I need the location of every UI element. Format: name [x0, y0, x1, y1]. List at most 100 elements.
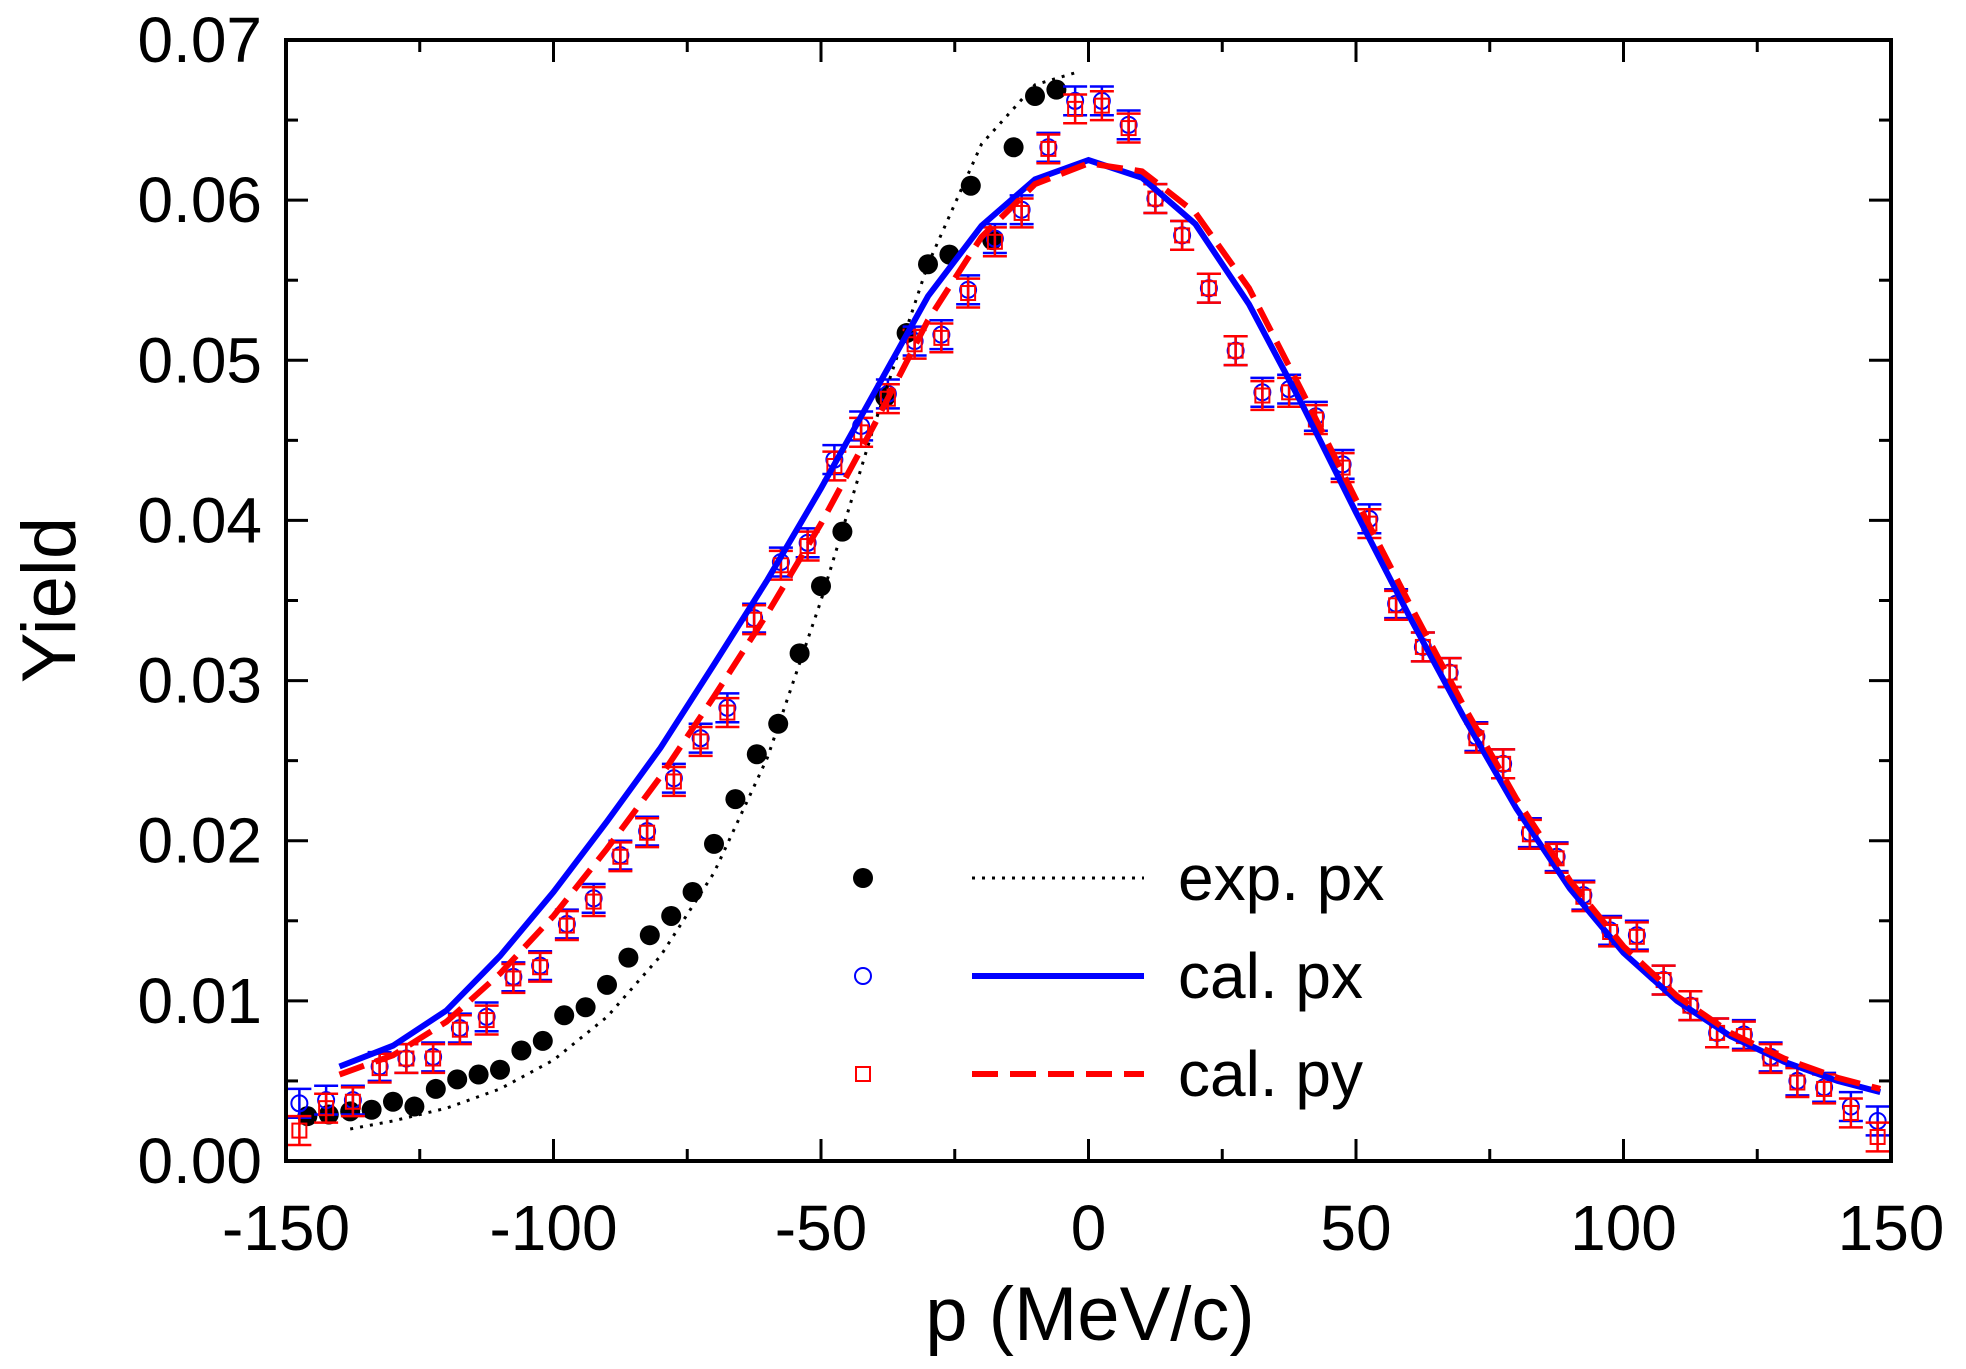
fit-line	[338, 160, 1882, 1092]
y-tick-label: 0.01	[137, 965, 262, 1037]
point	[398, 1050, 415, 1067]
x-tick-label: -150	[222, 1192, 350, 1264]
error-bar	[1196, 272, 1221, 304]
point	[960, 175, 981, 196]
x-tick-label: -100	[489, 1192, 617, 1264]
point	[1067, 100, 1084, 117]
error-bar	[1036, 133, 1061, 165]
point	[291, 1122, 308, 1139]
error-bar	[715, 696, 740, 729]
point	[704, 833, 724, 854]
error-bar	[581, 885, 606, 918]
legend-item: cal. px	[854, 940, 1363, 1012]
legend-label: exp. px	[1178, 842, 1384, 914]
x-tick-label: -50	[775, 1192, 868, 1264]
error-bar	[314, 1092, 339, 1124]
x-tick-label: 50	[1320, 1192, 1391, 1264]
point	[639, 925, 660, 946]
error-bar	[1678, 989, 1703, 1022]
y-tick-label: 0.07	[137, 4, 262, 76]
point	[490, 1059, 510, 1080]
y-tick-label: 0.04	[137, 484, 262, 556]
point	[832, 521, 853, 542]
legend-marker	[855, 1066, 871, 1082]
point	[404, 1096, 425, 1117]
point	[447, 1069, 468, 1090]
legend-label: cal. py	[1178, 1038, 1363, 1110]
point	[906, 336, 923, 353]
point	[1120, 120, 1137, 137]
point	[425, 1078, 446, 1099]
point	[1003, 137, 1024, 158]
point	[933, 329, 950, 346]
y-tick-label: 0.03	[137, 645, 262, 717]
point	[1174, 227, 1191, 244]
point	[1789, 1074, 1806, 1091]
error-bar	[635, 817, 660, 849]
error-bar	[1089, 89, 1114, 122]
point	[425, 1050, 442, 1067]
error-bar	[421, 1042, 446, 1075]
point	[585, 893, 602, 910]
x-tick-label: 0	[1071, 1192, 1107, 1264]
legend-label: cal. px	[1178, 940, 1363, 1012]
y-axis-label: Yield	[7, 517, 92, 683]
point	[879, 390, 896, 407]
point	[511, 1040, 532, 1061]
point	[478, 1012, 495, 1029]
point	[1025, 86, 1045, 107]
point	[1093, 97, 1110, 114]
point	[290, 1094, 309, 1113]
point	[639, 824, 656, 841]
error-bar	[474, 1004, 499, 1036]
error-bar	[1838, 1097, 1863, 1129]
error-bar	[929, 322, 954, 354]
point	[1628, 928, 1645, 945]
point	[799, 538, 816, 555]
error-bar	[1116, 112, 1141, 144]
point	[612, 848, 629, 865]
legend-item: exp. px	[853, 842, 1384, 914]
point	[618, 947, 639, 968]
y-tick-label: 0.02	[137, 805, 262, 877]
error-bar	[287, 1114, 312, 1147]
point	[361, 1099, 382, 1120]
point	[1227, 342, 1244, 359]
point	[558, 917, 575, 934]
error-bar	[340, 1086, 365, 1118]
point	[383, 1091, 403, 1112]
point	[811, 576, 831, 597]
legend-marker	[854, 967, 872, 985]
x-axis-label: p (MeV/c)	[925, 1272, 1254, 1357]
point	[746, 744, 767, 765]
point	[661, 905, 682, 926]
error-bar	[1491, 748, 1516, 780]
point	[554, 1005, 575, 1026]
point	[665, 773, 682, 790]
x-tick-label: 100	[1570, 1192, 1677, 1264]
error-bar	[528, 951, 553, 983]
y-tick-label: 0.00	[137, 1125, 262, 1197]
point	[1040, 140, 1057, 157]
error-bar	[956, 277, 981, 309]
point	[505, 970, 522, 987]
point	[597, 974, 617, 995]
error-bar	[1223, 335, 1248, 367]
point	[1842, 1104, 1859, 1121]
error-bar	[982, 226, 1007, 258]
point	[340, 1101, 361, 1122]
point	[692, 733, 709, 750]
point	[318, 1100, 335, 1117]
point	[1816, 1080, 1833, 1097]
point	[1013, 204, 1030, 221]
error-bar	[1250, 379, 1275, 412]
y-tick-label: 0.05	[137, 324, 262, 396]
legend-item: cal. py	[855, 1038, 1363, 1110]
point	[789, 643, 810, 664]
y-tick-label: 0.06	[137, 164, 262, 236]
point	[468, 1064, 489, 1085]
point	[960, 285, 977, 302]
point	[451, 1021, 468, 1038]
